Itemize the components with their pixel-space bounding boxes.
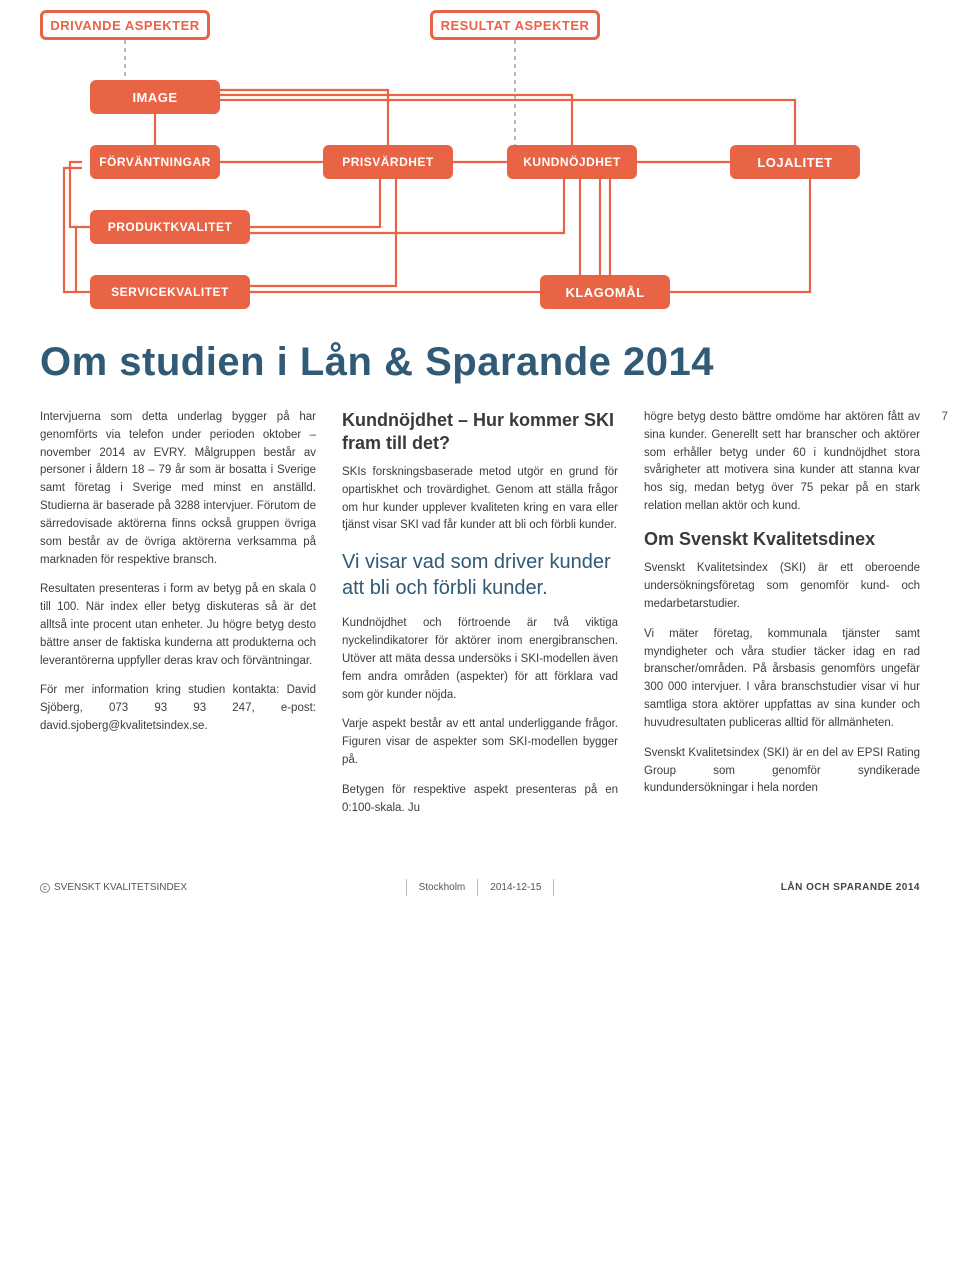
col3-p1: högre betyg desto bättre omdöme har aktö…: [644, 409, 920, 516]
col1-p3: För mer information kring studien kontak…: [40, 682, 316, 735]
col3-p4: Svenskt Kvalitetsindex (SKI) är en del a…: [644, 745, 920, 798]
box-prisvardhet: PRISVÄRDHET: [323, 145, 453, 179]
col2-p4: Betygen för respektive aspekt presentera…: [342, 782, 618, 818]
footer-center: Stockholm 2014-12-15: [406, 879, 555, 896]
footer-city: Stockholm: [406, 879, 478, 896]
footer-right: LÅN OCH SPARANDE 2014: [554, 882, 920, 893]
footer-left: c SVENSKT KVALITETSINDEX: [40, 882, 406, 893]
column-2: Kundnöjdhet – Hur kommer SKI fram till d…: [342, 409, 618, 829]
column-3: högre betyg desto bättre omdöme har aktö…: [644, 409, 920, 829]
footer-date: 2014-12-15: [477, 879, 554, 896]
col1-p2: Resultaten presenteras i form av betyg p…: [40, 581, 316, 670]
box-image: IMAGE: [90, 80, 220, 114]
box-drivande-aspekter: DRIVANDE ASPEKTER: [40, 10, 210, 40]
column-1: Intervjuerna som detta underlag bygger p…: [40, 409, 316, 829]
box-forvantningar: FÖRVÄNTNINGAR: [90, 145, 220, 179]
box-servicekvalitet: SERVICEKVALITET: [90, 275, 250, 309]
footer-org: SVENSKT KVALITETSINDEX: [54, 882, 187, 893]
box-klagomal: KLAGOMÅL: [540, 275, 670, 309]
col1-p1: Intervjuerna som detta underlag bygger p…: [40, 409, 316, 569]
pull-quote: Vi visar vad som driver kunder att bli o…: [342, 549, 618, 601]
box-produktkvalitet: PRODUKTKVALITET: [90, 210, 250, 244]
page-footer: c SVENSKT KVALITETSINDEX Stockholm 2014-…: [40, 879, 920, 896]
col2-p2: Kundnöjdhet och förtroende är två viktig…: [342, 615, 618, 704]
ski-model-diagram: DRIVANDE ASPEKTER RESULTAT ASPEKTER IMAG…: [40, 10, 920, 320]
box-lojalitet: LOJALITET: [730, 145, 860, 179]
col2-p3: Varje aspekt består av ett antal underli…: [342, 716, 618, 769]
col3-heading: Om Svenskt Kvalitetsdinex: [644, 528, 920, 551]
copyright-icon: c: [40, 883, 50, 893]
col3-p2: Svenskt Kvalitetsindex (SKI) är ett ober…: [644, 560, 920, 613]
page-title: Om studien i Lån & Sparande 2014: [40, 340, 920, 385]
body-columns: Intervjuerna som detta underlag bygger p…: [40, 409, 920, 829]
box-kundnojdhet: KUNDNÖJDHET: [507, 145, 637, 179]
col3-p3: Vi mäter företag, kommunala tjänster sam…: [644, 626, 920, 733]
col2-heading: Kundnöjdhet – Hur kommer SKI fram till d…: [342, 409, 618, 454]
page-number: 7: [941, 409, 948, 423]
box-resultat-aspekter: RESULTAT ASPEKTER: [430, 10, 600, 40]
col2-p1: SKIs forskningsbaserade metod utgör en g…: [342, 464, 618, 535]
